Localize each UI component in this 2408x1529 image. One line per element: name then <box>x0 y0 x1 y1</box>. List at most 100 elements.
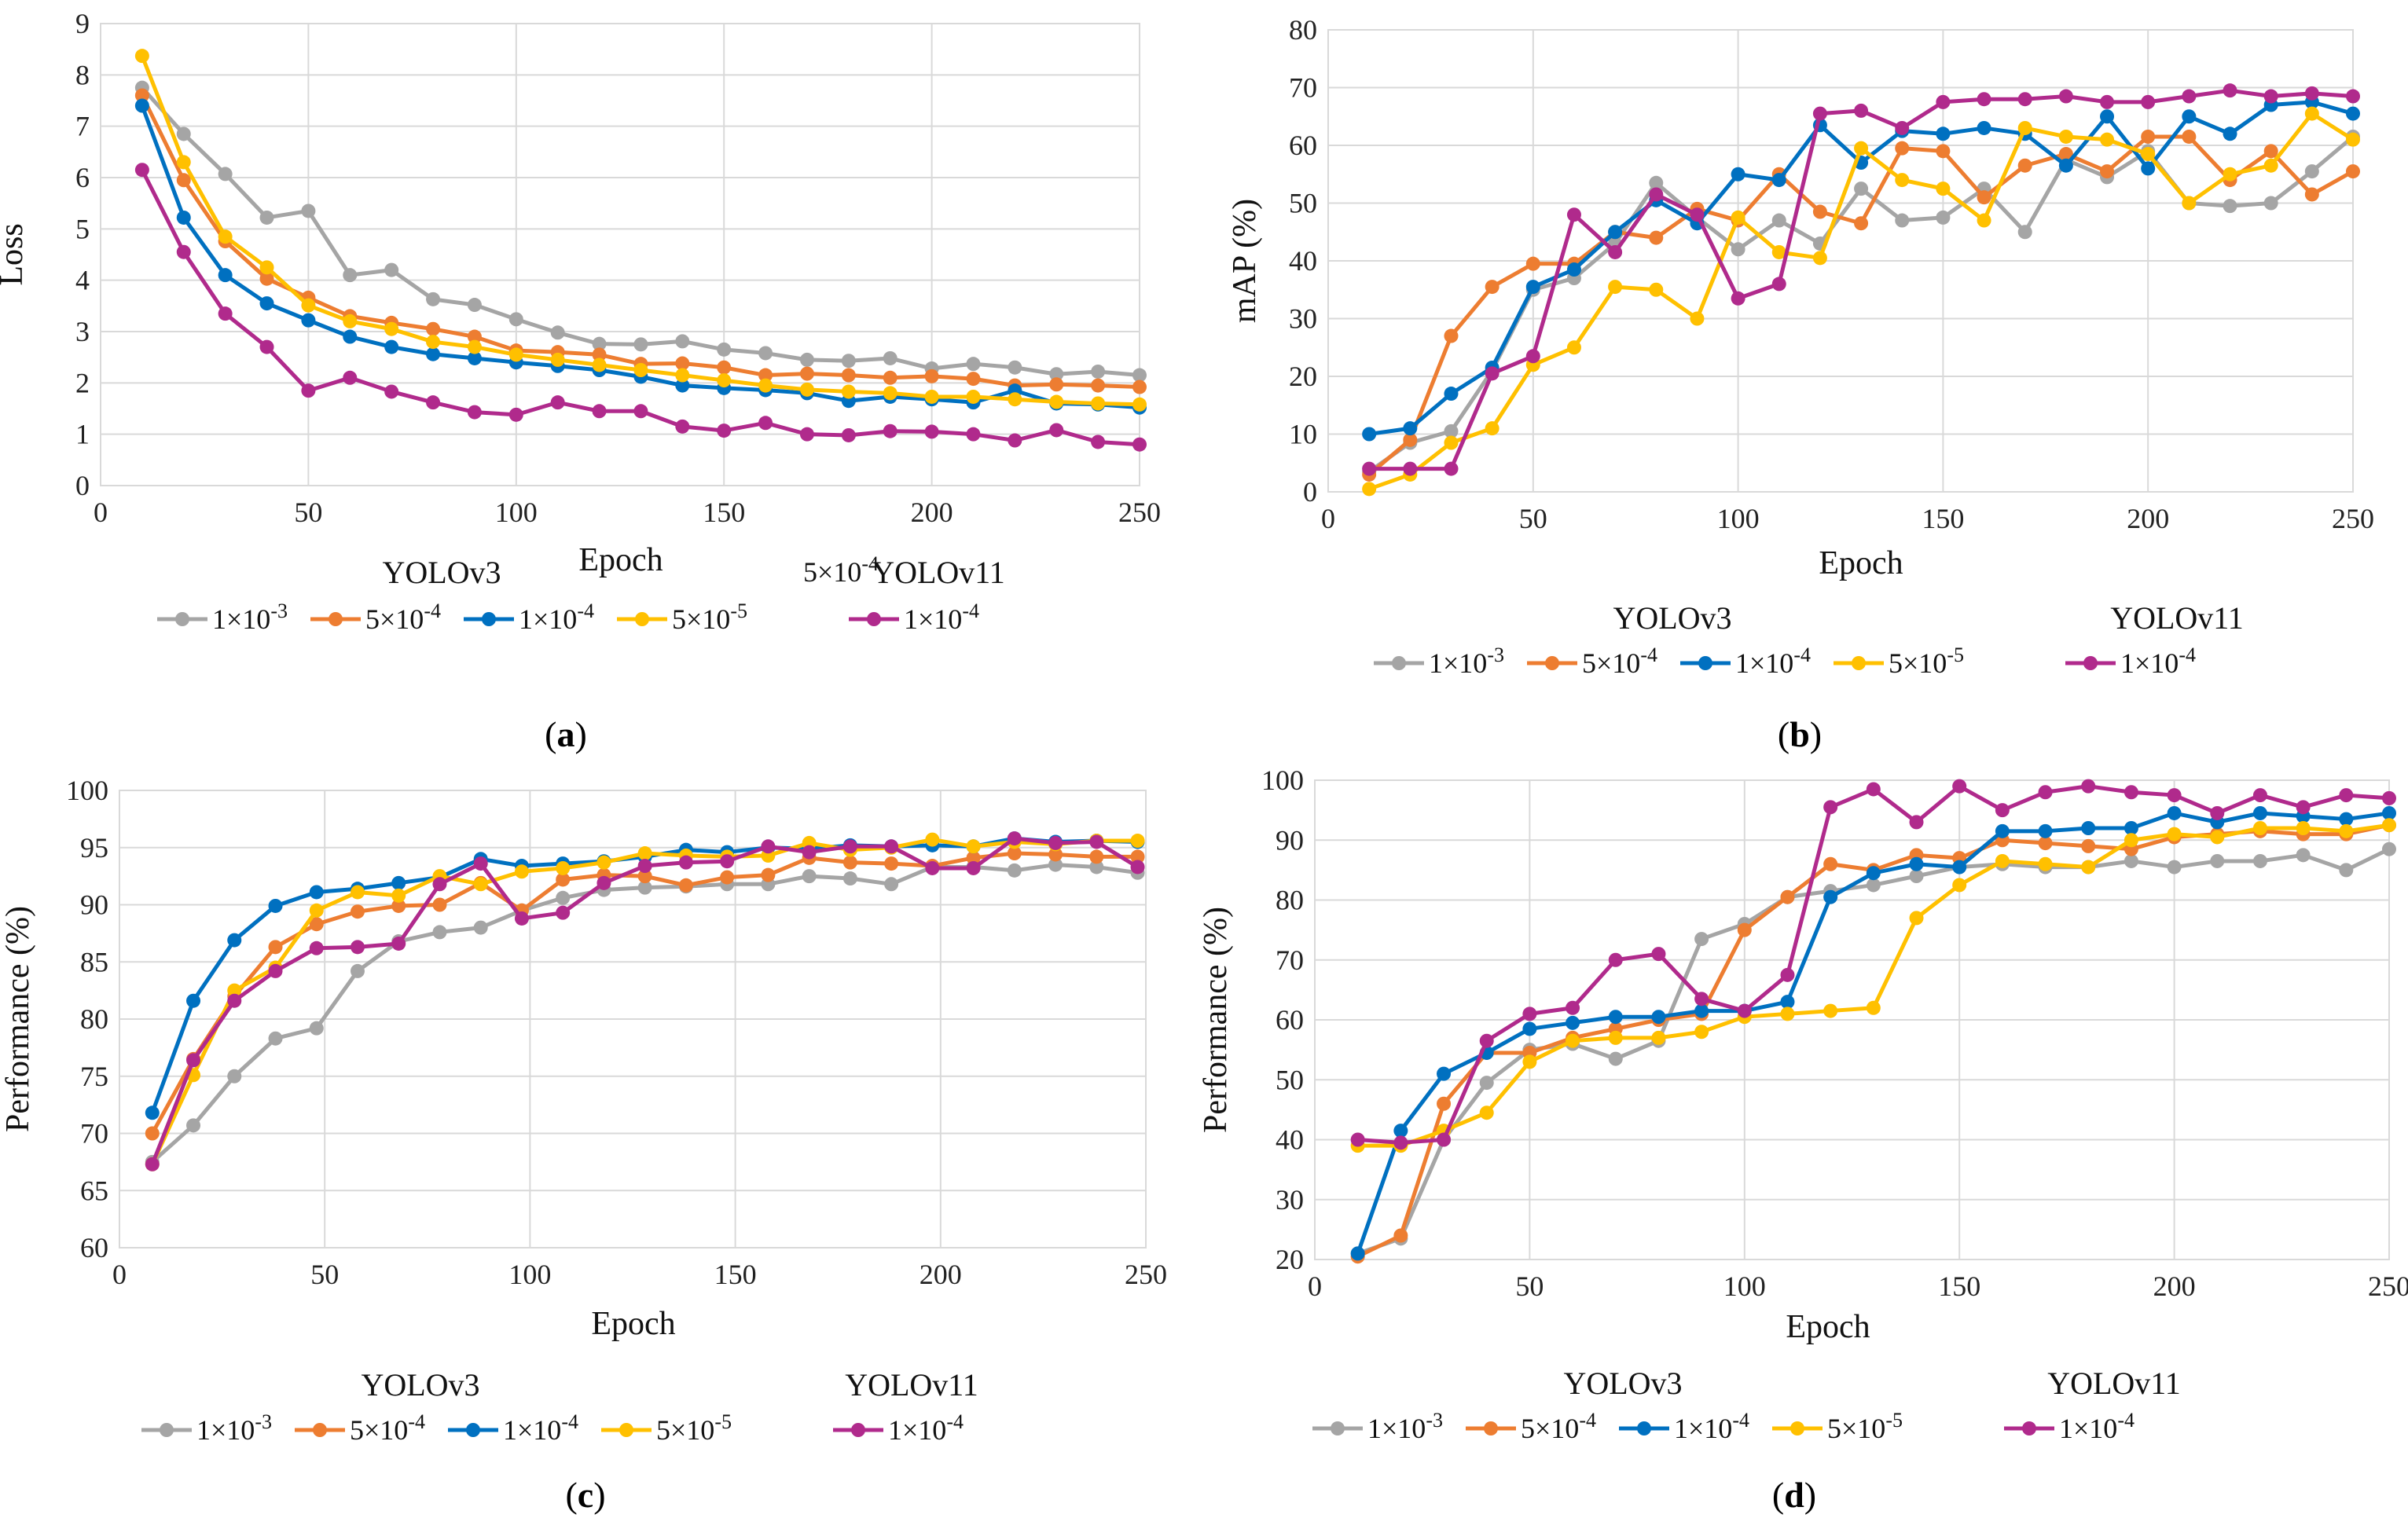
data-point <box>884 877 899 892</box>
y-tick-label: 2 <box>75 367 90 398</box>
y-tick-label: 80 <box>80 1003 108 1035</box>
data-point <box>1694 1025 1709 1040</box>
data-point <box>227 993 242 1008</box>
data-point <box>145 1157 160 1172</box>
x-tick-label: 150 <box>714 1259 757 1290</box>
data-point <box>761 867 776 882</box>
series-s4 <box>134 49 1147 412</box>
data-point <box>799 366 814 381</box>
data-point <box>1812 251 1827 266</box>
data-point <box>883 424 897 438</box>
legend-swatch-marker <box>329 612 343 626</box>
data-point <box>1780 995 1795 1010</box>
legend-swatch-marker <box>1545 656 1559 670</box>
data-point <box>550 395 565 410</box>
data-point <box>2252 805 2267 820</box>
data-point <box>2141 161 2156 176</box>
data-point <box>2304 164 2319 179</box>
x-tick-label: 50 <box>310 1259 339 1290</box>
data-point <box>1771 244 1786 259</box>
data-point <box>1780 967 1795 982</box>
data-point <box>966 389 981 404</box>
legend-item: 5×10-5 <box>601 1410 732 1446</box>
y-tick-label: 75 <box>80 1061 108 1092</box>
data-point <box>1007 846 1022 861</box>
data-point <box>1737 1003 1752 1018</box>
series-s1 <box>1362 129 2360 479</box>
data-point <box>1936 210 1951 225</box>
legend-label: 1×10-3 <box>1429 644 1504 679</box>
data-point <box>467 405 482 420</box>
data-point <box>1350 1132 1365 1147</box>
data-point <box>637 846 652 861</box>
data-point <box>508 312 523 327</box>
data-point <box>924 368 939 383</box>
y-tick-label: 40 <box>1276 1124 1304 1156</box>
x-tick-label: 200 <box>2153 1270 2196 1302</box>
data-point <box>802 869 817 884</box>
data-point <box>259 339 274 354</box>
data-point <box>350 940 365 955</box>
data-point <box>966 850 981 865</box>
data-point <box>1049 394 1064 409</box>
legend-group-yolov11: YOLOv11 <box>845 1367 978 1402</box>
legend-swatch-marker <box>160 1423 174 1437</box>
data-point <box>1694 932 1709 947</box>
panel-caption: (a) <box>545 714 587 754</box>
data-point <box>2210 853 2225 868</box>
y-tick-label: 100 <box>1261 764 1304 796</box>
data-point <box>1780 889 1795 904</box>
chart-c: 60 65 70 75 80 85 90 95 100 0 50 100 150 200 250 Epoch P… <box>0 775 1167 1515</box>
data-point <box>592 336 607 351</box>
x-tick-label: 200 <box>920 1259 962 1290</box>
data-point <box>1952 860 1967 874</box>
legend-item: 5×10-4 <box>295 1410 425 1446</box>
data-point <box>925 832 940 847</box>
data-point <box>176 173 191 188</box>
data-point <box>1812 204 1827 219</box>
data-point <box>1130 860 1145 874</box>
data-point <box>841 368 856 383</box>
legend-group-yolov3: YOLOv3 <box>1613 600 1731 636</box>
data-point <box>2304 187 2319 202</box>
legend-swatch-marker <box>482 612 496 626</box>
series-line <box>151 863 1138 1164</box>
x-axis-title: Epoch <box>578 542 663 578</box>
data-point <box>1522 1054 1537 1069</box>
data-point <box>966 427 981 442</box>
data-point <box>309 917 324 932</box>
panel-caption: (c) <box>565 1475 605 1515</box>
data-point <box>966 357 981 372</box>
data-point <box>1007 831 1022 846</box>
data-point <box>1049 377 1064 392</box>
legend-group-yolov3: YOLOv3 <box>382 555 501 590</box>
x-tick-label: 100 <box>495 497 538 528</box>
data-point <box>1485 421 1499 436</box>
data-point <box>799 427 814 442</box>
x-tick-label: 0 <box>1321 503 1335 534</box>
data-point <box>1812 106 1827 121</box>
data-point <box>134 88 149 103</box>
data-point <box>1895 213 1910 228</box>
x-tick-label: 100 <box>1717 503 1760 534</box>
data-point <box>2304 86 2319 101</box>
y-tick-label: 60 <box>1289 130 1317 161</box>
data-point <box>2339 823 2354 838</box>
data-point <box>758 368 773 383</box>
legend-item: 5×10-5 <box>617 600 747 635</box>
data-point <box>2296 848 2311 863</box>
data-point <box>268 898 283 913</box>
legend-group-yolov3: YOLOv3 <box>1563 1366 1682 1401</box>
data-point <box>268 940 283 955</box>
y-tick-label: 80 <box>1276 885 1304 916</box>
data-point <box>2100 94 2115 109</box>
data-point <box>2296 821 2311 835</box>
data-point <box>1608 244 1623 259</box>
data-point <box>2263 144 2278 159</box>
data-point <box>391 888 406 903</box>
data-point <box>343 268 358 283</box>
y-tick-label: 0 <box>1303 476 1317 508</box>
series-s5 <box>1350 779 2396 1150</box>
data-point <box>1731 167 1745 182</box>
data-point <box>134 98 149 113</box>
